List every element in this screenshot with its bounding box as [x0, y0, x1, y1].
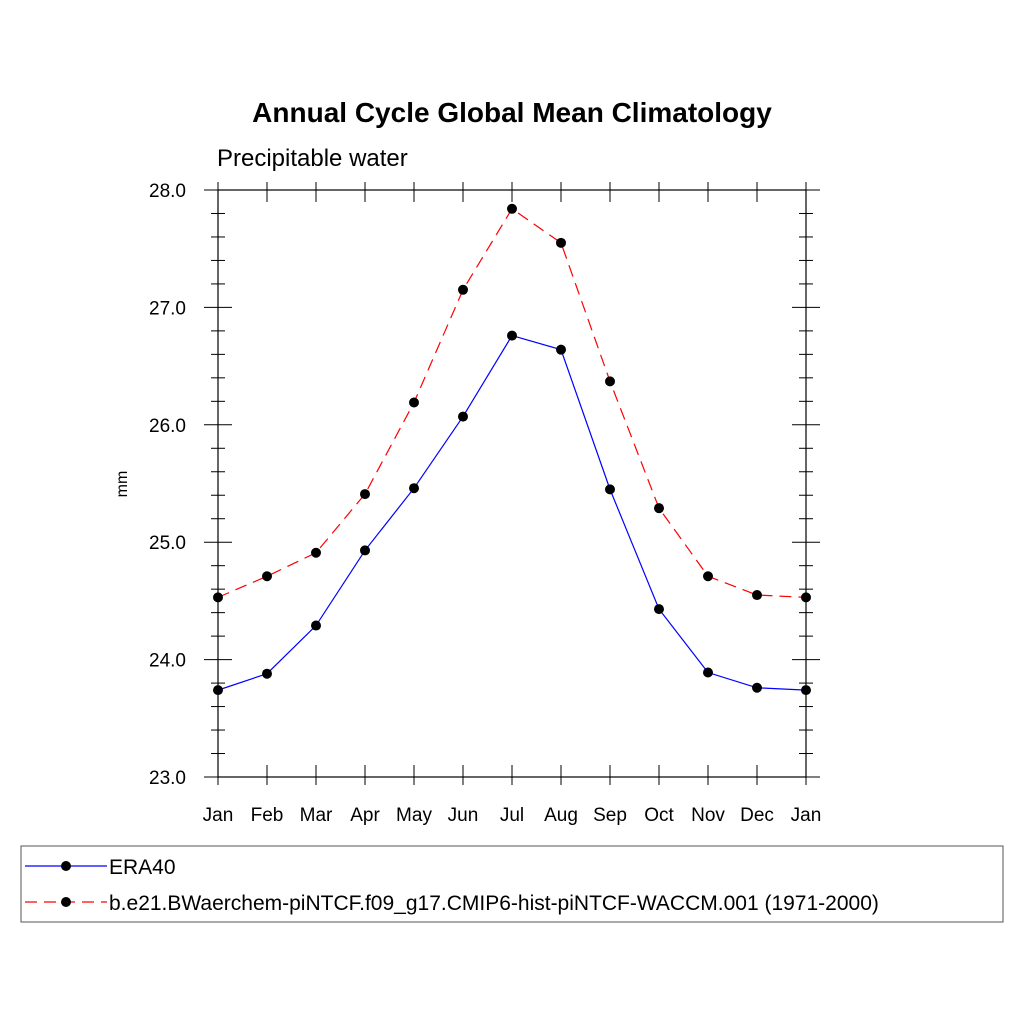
data-point	[507, 203, 517, 214]
y-tick-label: 28.0	[149, 181, 186, 202]
x-tick-label: May	[396, 805, 432, 826]
data-point	[262, 571, 272, 582]
x-tick-label: Sep	[593, 805, 627, 826]
x-tick-label: Jul	[500, 805, 524, 826]
legend: ERA40 b.e21.BWaerchem-piNTCF.f09_g17.CMIP…	[20, 845, 1004, 923]
data-point	[654, 604, 664, 615]
y-tick-label: 27.0	[149, 298, 186, 319]
x-tick-label: Dec	[740, 805, 774, 826]
data-point	[409, 483, 419, 494]
data-point	[752, 682, 762, 693]
legend-label: ERA40	[109, 856, 176, 879]
data-point	[213, 592, 223, 603]
data-point	[605, 484, 615, 495]
x-tick-label: Nov	[691, 805, 725, 826]
x-tick-label: Mar	[300, 805, 333, 826]
series-line	[217, 334, 807, 691]
plot-frame	[217, 189, 807, 778]
x-tick-label: Apr	[350, 805, 380, 826]
x-tick-label: Aug	[544, 805, 578, 826]
y-tick-label: 23.0	[149, 768, 186, 789]
data-point	[654, 503, 664, 514]
data-point	[703, 571, 713, 582]
data-point	[605, 376, 615, 387]
data-point	[262, 668, 272, 679]
x-tick-label: Feb	[251, 805, 284, 826]
chart-title: Annual Cycle Global Mean Climatology	[252, 97, 772, 128]
series-2	[213, 203, 811, 603]
axes: Jan Feb Mar Apr May Jun Jul Aug Sep Oct Nov Dec Jan 2…	[149, 181, 821, 826]
y-tick-label: 24.0	[149, 651, 186, 672]
legend-swatch-marker	[61, 861, 71, 871]
legend-swatch-marker	[61, 897, 71, 907]
data-point	[801, 685, 811, 696]
data-point	[360, 489, 370, 500]
chart-subtitle: Precipitable water	[217, 145, 408, 172]
data-point	[213, 685, 223, 696]
x-tick-label: Oct	[644, 805, 674, 826]
y-tick-label: 26.0	[149, 416, 186, 437]
data-point	[458, 411, 468, 422]
y-axis-label: mm	[114, 471, 131, 498]
x-tick-label: Jan	[203, 805, 234, 826]
legend-box	[20, 845, 1004, 923]
data-point	[311, 547, 321, 558]
data-point	[556, 344, 566, 355]
data-point	[409, 397, 419, 408]
x-tick-label: Jan	[791, 805, 822, 826]
data-point	[311, 620, 321, 631]
data-point	[556, 237, 566, 248]
data-point	[458, 284, 468, 295]
series-layer	[213, 203, 811, 696]
y-tick-label: 25.0	[149, 533, 186, 554]
series-line	[217, 207, 807, 598]
data-point	[703, 667, 713, 678]
x-tick-label: Jun	[448, 805, 479, 826]
data-point	[752, 590, 762, 601]
data-point	[801, 592, 811, 603]
legend-label: b.e21.BWaerchem-piNTCF.f09_g17.CMIP6-his…	[109, 892, 879, 915]
data-point	[507, 330, 517, 341]
data-point	[360, 545, 370, 556]
series-1	[213, 330, 811, 696]
